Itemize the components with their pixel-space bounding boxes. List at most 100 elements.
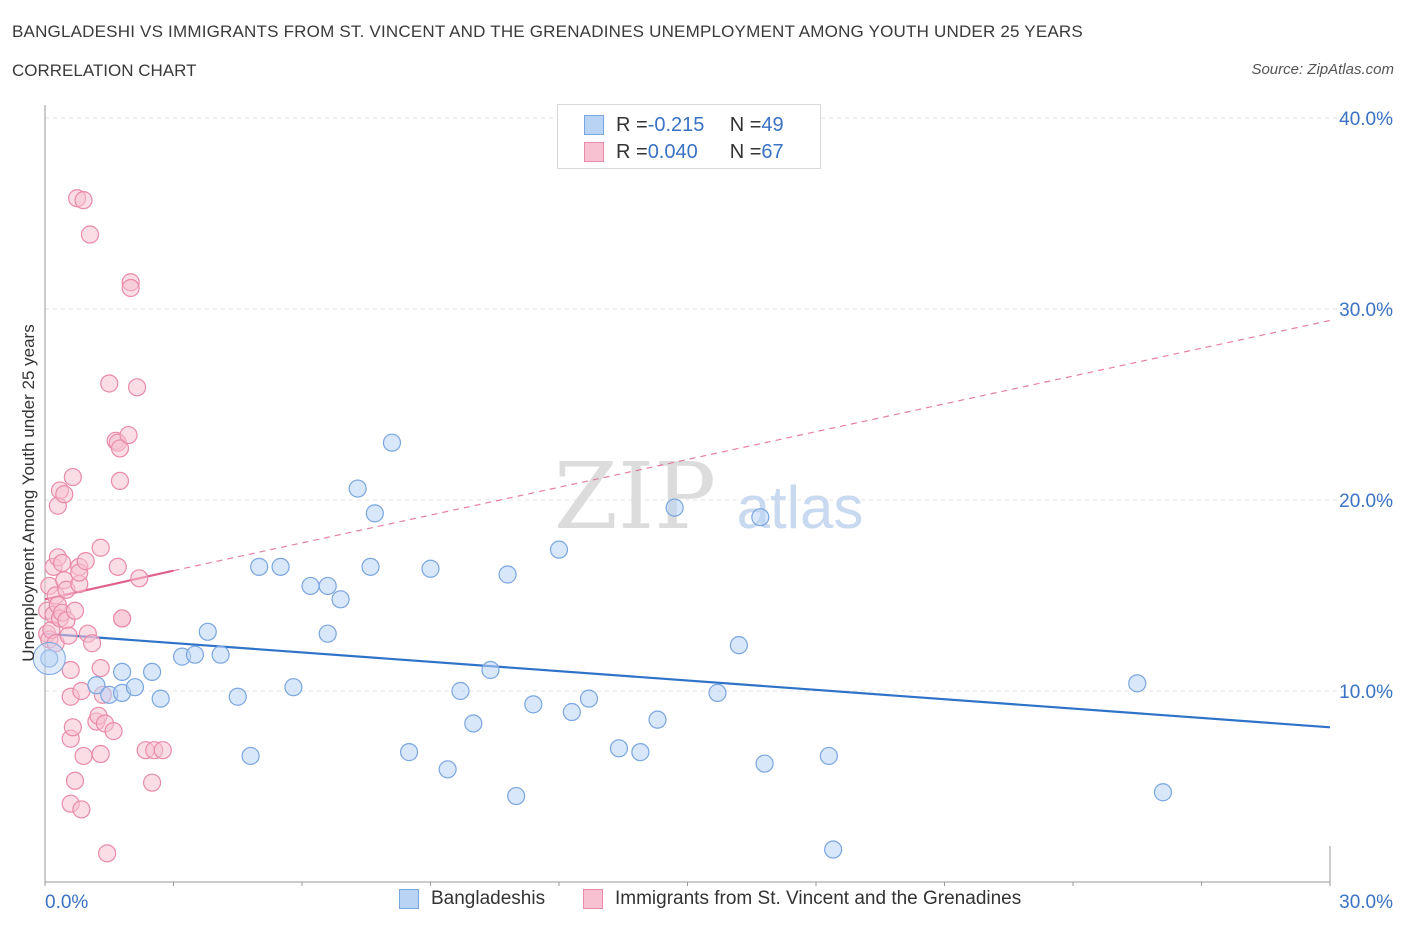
bangladeshi-point: [579, 689, 599, 708]
chart-subtitle: CORRELATION CHART: [12, 61, 197, 80]
legend-row-immigrants: R = 0.040 N = 67: [584, 140, 784, 164]
grid-lines: [45, 117, 1395, 692]
immigrant-point: [98, 844, 117, 863]
bangladeshi-point: [708, 683, 727, 703]
y-axis-label: Unemployment Among Youth under 25 years: [19, 324, 38, 661]
bangladeshi-point: [1128, 674, 1147, 693]
immigrant-point: [63, 718, 82, 737]
immigrant-point: [74, 191, 93, 210]
bangladeshi-point: [250, 557, 269, 576]
axes: [44, 105, 1331, 886]
bangladeshi-point: [481, 660, 500, 680]
y-tick-label: 40.0%: [1339, 109, 1393, 130]
immigrant-point: [65, 771, 85, 790]
bangladeshi-point: [648, 710, 667, 729]
immigrant-point: [91, 538, 110, 557]
immigrant-point: [110, 471, 130, 490]
bangladeshi-point: [824, 840, 843, 859]
bangladeshi-point: [318, 624, 337, 643]
immigrant-point: [100, 374, 119, 393]
legend-item-immigrants[interactable]: Immigrants from St. Vincent and the Gren…: [583, 888, 1021, 910]
bangladeshi-point: [211, 645, 230, 664]
immigrant-point: [59, 626, 78, 645]
y-tick-label: 20.0%: [1339, 491, 1393, 512]
bangladeshi-point: [819, 746, 838, 766]
bangladeshi-point: [151, 689, 170, 708]
legend-n-label: N =: [729, 113, 762, 136]
bangladeshi-point: [421, 559, 440, 578]
correlation-legend: R = -0.215 N = 49 R = 0.040 N = 67: [557, 104, 821, 169]
bangladeshi-point: [125, 678, 145, 697]
bangladeshi-point: [438, 760, 457, 779]
bangladeshi-point-large: [32, 642, 66, 676]
immigrant-point: [61, 660, 80, 680]
blue-swatch: [584, 115, 604, 135]
legend-label: Bangladeshis: [431, 888, 546, 909]
immigrant-point: [142, 773, 162, 792]
data-points: [32, 189, 1173, 863]
bangladeshi-point: [755, 754, 774, 773]
watermark-zip: ZIP: [554, 443, 716, 550]
bangladeshi-point: [185, 645, 205, 664]
bangladeshi-point: [112, 662, 132, 682]
bangladeshi-point: [729, 636, 749, 655]
legend-r-value: 0.040: [647, 140, 698, 163]
bangladeshi-point: [549, 540, 569, 559]
bangladeshi-point: [524, 695, 543, 714]
immigrant-point: [83, 634, 102, 653]
bangladeshi-point: [665, 498, 684, 517]
bangladeshi-point: [331, 590, 350, 609]
bangladeshi-point: [365, 504, 384, 523]
bangladeshi-point: [271, 557, 290, 576]
bangladeshi-point: [609, 739, 629, 758]
legend-row-bangladeshis: R = -0.215 N = 49: [584, 113, 784, 137]
source-credit: Source: ZipAtlas.com: [1251, 61, 1394, 78]
bangladeshi-point: [498, 565, 517, 584]
immigrant-point: [72, 800, 91, 819]
immigrant-point: [130, 569, 149, 588]
zipatlas-watermark: ZIP atlas: [554, 443, 863, 550]
immigrant-point: [112, 609, 132, 628]
bangladeshi-point: [464, 714, 483, 733]
immigrant-point: [121, 278, 140, 298]
immigrant-point: [80, 225, 100, 244]
immigrant-point: [119, 425, 138, 445]
immigrant-point: [53, 553, 72, 573]
immigrant-point: [127, 378, 147, 397]
watermark-atlas: atlas: [737, 474, 864, 541]
immigrant-point: [153, 741, 172, 760]
legend-n-label: N =: [729, 140, 762, 163]
immigrant-point: [74, 746, 93, 766]
immigrant-point: [91, 658, 110, 678]
bangladeshi-point: [142, 662, 162, 682]
legend-r-label: R =: [616, 140, 648, 163]
bangladeshi-point: [399, 743, 419, 762]
bangladeshi-point: [382, 433, 402, 452]
bangladeshi-trend-line: [44, 632, 1331, 729]
tick-labels: 10.0% 20.0% 30.0% 40.0% 0.0% 30.0%: [45, 109, 1393, 913]
legend-item-bangladeshis[interactable]: Bangladeshis: [399, 888, 545, 910]
legend-r-value: -0.215: [647, 113, 705, 136]
chart-title: BANGLADESHI VS IMMIGRANTS FROM ST. VINCE…: [12, 22, 1083, 41]
bangladeshi-point: [751, 508, 770, 527]
bangladeshi-point: [198, 622, 217, 641]
bangladeshi-point: [40, 649, 59, 668]
bangladeshi-point: [284, 678, 303, 697]
legend-n-value: 67: [761, 140, 784, 163]
bangladeshi-point: [507, 786, 526, 806]
immigrant-point: [63, 467, 82, 487]
bangladeshi-point: [348, 479, 367, 498]
y-tick-label: 30.0%: [1339, 300, 1393, 321]
legend-label: Immigrants from St. Vincent and the Gren…: [615, 888, 1022, 909]
immigrant-point: [104, 722, 123, 741]
bangladeshi-point: [228, 687, 247, 706]
bangladeshi-point: [361, 557, 380, 576]
series-legend: Bangladeshis Immigrants from St. Vincent…: [0, 888, 1406, 916]
immigrant-point: [65, 601, 85, 620]
y-tick-label: 10.0%: [1339, 682, 1393, 703]
bangladeshi-point: [631, 743, 650, 762]
bangladeshi-point: [1153, 783, 1173, 802]
bangladeshi-point: [301, 576, 320, 596]
legend-r-label: R =: [616, 113, 648, 136]
